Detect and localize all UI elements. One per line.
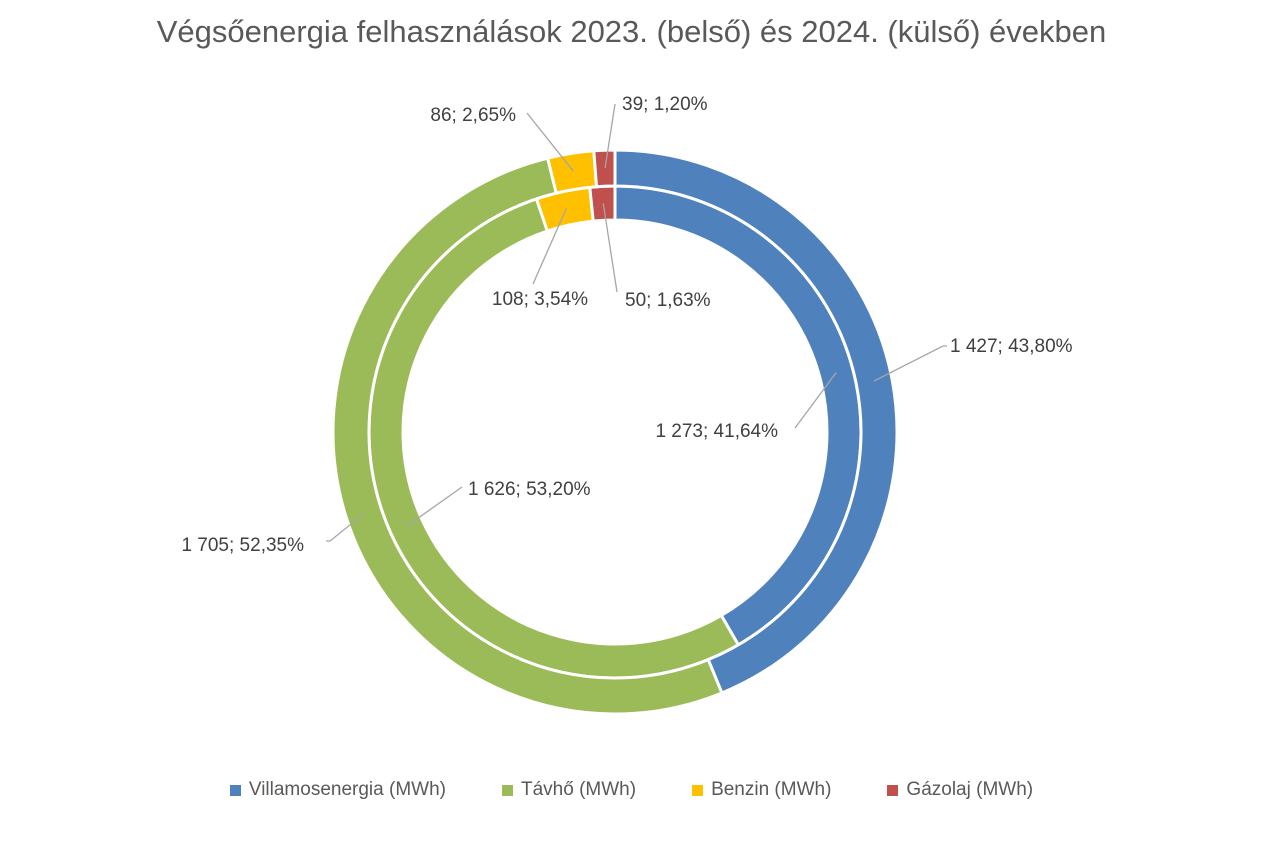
leader-line-outer-tavho (326, 513, 365, 542)
leader-line-inner-villamosenergia (794, 372, 837, 429)
legend-label-tavho: Távhő (MWh) (520, 779, 637, 800)
leader-line-inner-gazolaj (602, 203, 618, 293)
chart-title: Végsőenergia felhasználások 2023. (belső… (156, 14, 1107, 49)
data-label-outer-benzin: 86; 2,65% (430, 105, 516, 126)
legend-label-benzin: Benzin (MWh) (711, 779, 832, 800)
chart-legend: Villamosenergia (MWh) Távhő (MWh) Benzin… (0, 779, 1263, 801)
slice-outer-benzin (545, 149, 599, 195)
leader-line-outer-benzin (526, 112, 574, 172)
data-label-outer-villamosenergia: 1 427; 43,80% (950, 336, 1073, 357)
leader-line-outer-gazolaj (604, 103, 616, 169)
data-label-inner-benzin: 108; 3,54% (492, 289, 588, 310)
data-label-inner-gazolaj: 50; 1,63% (625, 290, 711, 311)
data-label-outer-gazolaj: 39; 1,20% (622, 94, 708, 115)
legend-label-gazolaj: Gázolaj (MWh) (906, 779, 1034, 800)
data-label-outer-tavho: 1 705; 52,35% (181, 535, 304, 556)
slice-outer-gazolaj (592, 148, 617, 189)
leader-line-inner-benzin (532, 207, 568, 285)
legend-swatch-tavho (501, 784, 513, 796)
legend-item-tavho: Távhő (MWh) (501, 779, 637, 801)
data-label-inner-tavho: 1 626; 53,20% (468, 479, 591, 500)
leader-line-inner-tavho (405, 486, 463, 527)
slice-inner-gazolaj (588, 184, 617, 223)
slice-outer-tavho (331, 156, 724, 716)
legend-item-benzin: Benzin (MWh) (692, 779, 831, 801)
legend-label-villamosenergia: Villamosenergia (MWh) (248, 779, 446, 800)
legend-item-gazolaj: Gázolaj (MWh) (887, 779, 1033, 801)
data-label-inner-villamosenergia: 1 273; 41,64% (655, 421, 778, 442)
legend-swatch-villamosenergia (229, 784, 241, 796)
leader-line-outer-villamosenergia (873, 345, 947, 382)
legend-swatch-benzin (692, 784, 704, 796)
legend-item-villamosenergia: Villamosenergia (MWh) (229, 779, 446, 801)
legend-swatch-gazolaj (887, 784, 899, 796)
